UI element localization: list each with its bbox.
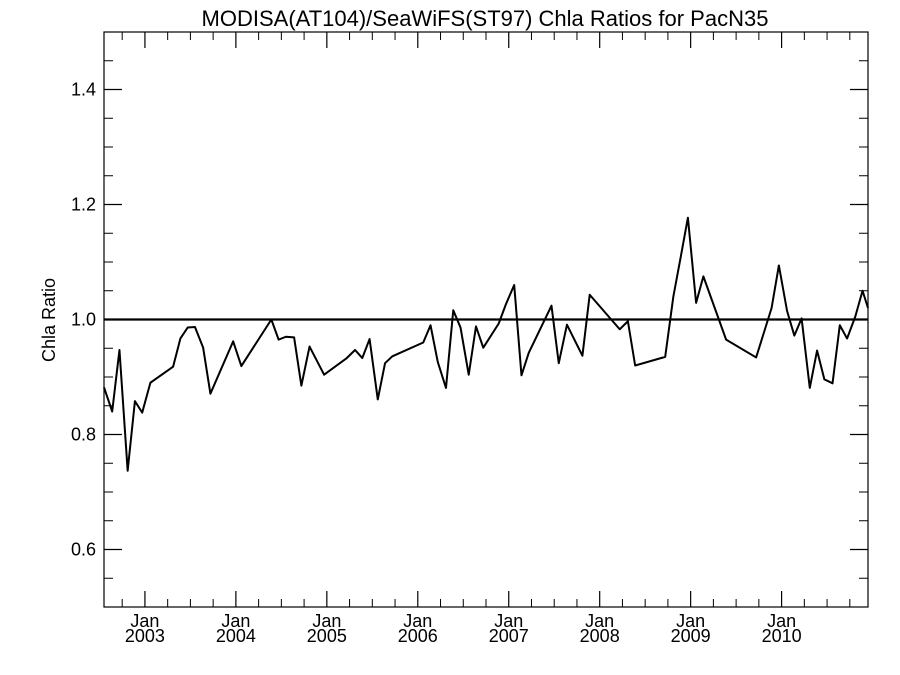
x-tick-month-label: Jan bbox=[767, 611, 796, 631]
minor-ticks bbox=[104, 32, 868, 607]
series-line bbox=[103, 216, 869, 472]
x-tick-year-label: 2009 bbox=[671, 626, 711, 646]
x-tick-month-label: Jan bbox=[221, 611, 250, 631]
y-tick-label: 1.4 bbox=[71, 80, 96, 100]
x-axis-ticks: Jan2003Jan2004Jan2005Jan2006Jan2007Jan20… bbox=[125, 32, 802, 646]
y-tick-label: 0.8 bbox=[71, 425, 96, 445]
x-tick-month-label: Jan bbox=[494, 611, 523, 631]
x-tick-year-label: 2005 bbox=[307, 626, 347, 646]
x-tick-year-label: 2007 bbox=[489, 626, 529, 646]
y-tick-label: 1.0 bbox=[71, 310, 96, 330]
y-tick-label: 1.2 bbox=[71, 195, 96, 215]
x-tick-year-label: 2003 bbox=[125, 626, 165, 646]
x-tick-month-label: Jan bbox=[403, 611, 432, 631]
x-tick-year-label: 2006 bbox=[398, 626, 438, 646]
x-tick-year-label: 2004 bbox=[216, 626, 256, 646]
x-tick-month-label: Jan bbox=[585, 611, 614, 631]
y-tick-label: 0.6 bbox=[71, 540, 96, 560]
chart-title: MODISA(AT104)/SeaWiFS(ST97) Chla Ratios … bbox=[202, 6, 769, 31]
x-tick-month-label: Jan bbox=[676, 611, 705, 631]
y-axis-label: Chla Ratio bbox=[39, 278, 59, 362]
x-tick-month-label: Jan bbox=[312, 611, 341, 631]
x-tick-year-label: 2010 bbox=[762, 626, 802, 646]
x-tick-month-label: Jan bbox=[130, 611, 159, 631]
x-tick-year-label: 2008 bbox=[580, 626, 620, 646]
y-axis-ticks: 0.6 0.8 1.0 1.2 1.4 bbox=[71, 80, 868, 560]
